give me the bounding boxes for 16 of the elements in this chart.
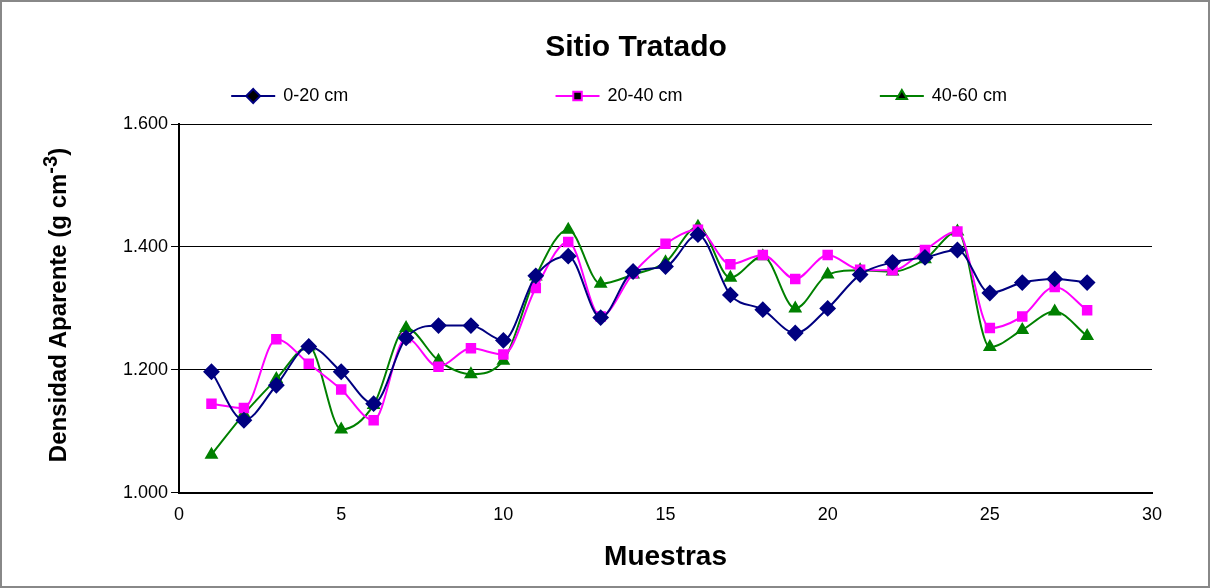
- x-tick-label: 15: [655, 503, 676, 524]
- y-tick-label: 1.200: [123, 358, 169, 379]
- legend-label: 40-60 cm: [931, 84, 1007, 105]
- x-tick-label: 25: [979, 503, 1000, 524]
- x-axis-title: Muestras: [604, 539, 727, 571]
- x-tick-label: 10: [493, 503, 514, 524]
- chart-title: Sitio Tratado: [545, 29, 727, 63]
- x-tick-label: 20: [817, 503, 838, 524]
- y-tick-label: 1.000: [123, 481, 169, 502]
- x-tick-label: 30: [1141, 503, 1163, 524]
- legend-label: 0-20 cm: [283, 84, 349, 105]
- y-tick-label: 1.400: [123, 235, 169, 256]
- legend-label: 20-40 cm: [607, 84, 683, 105]
- x-tick-label: 0: [174, 503, 185, 524]
- x-tick-label: 5: [336, 503, 347, 524]
- y-tick-label: 1.600: [123, 112, 169, 133]
